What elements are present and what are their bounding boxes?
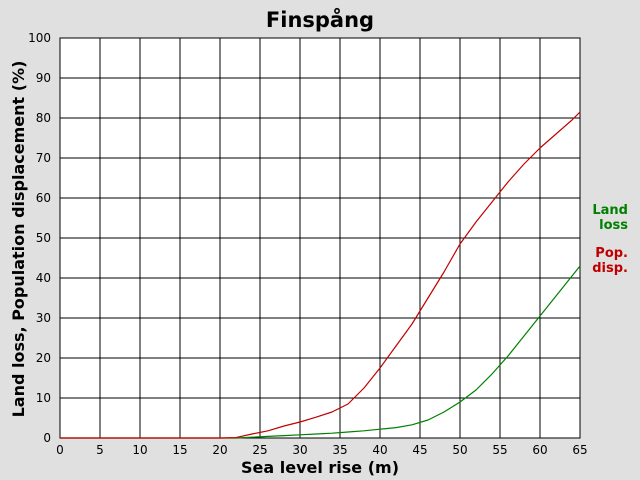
legend-label-land-loss: loss bbox=[599, 218, 628, 233]
legend-label-pop-disp: disp. bbox=[592, 261, 628, 276]
x-tick-label: 30 bbox=[292, 443, 307, 457]
y-tick-label: 70 bbox=[36, 151, 51, 165]
y-tick-label: 90 bbox=[36, 71, 51, 85]
y-tick-label: 0 bbox=[43, 431, 51, 445]
y-tick-label: 60 bbox=[36, 191, 51, 205]
y-tick-label: 40 bbox=[36, 271, 51, 285]
x-tick-label: 50 bbox=[452, 443, 467, 457]
y-axis-ticks: 0 10 20 30 40 50 60 70 80 90 100 bbox=[28, 31, 51, 445]
series-lines bbox=[60, 111, 581, 439]
x-tick-label: 10 bbox=[132, 443, 147, 457]
y-tick-label: 100 bbox=[28, 31, 51, 45]
plot-border bbox=[59, 37, 581, 439]
x-tick-label: 55 bbox=[492, 443, 507, 457]
x-tick-label: 25 bbox=[252, 443, 267, 457]
x-tick-label: 35 bbox=[332, 443, 347, 457]
legend-label-pop-disp: Pop. bbox=[595, 246, 628, 261]
y-tick-label: 30 bbox=[36, 311, 51, 325]
y-tick-label: 80 bbox=[36, 111, 51, 125]
x-tick-label: 40 bbox=[372, 443, 387, 457]
y-axis-label: Land loss, Population displacement (%) bbox=[9, 61, 28, 418]
legend-label-land-loss: Land bbox=[592, 203, 628, 218]
x-tick-label: 5 bbox=[96, 443, 104, 457]
x-axis-ticks: 0 5 10 15 20 25 30 35 40 45 50 55 60 65 bbox=[56, 443, 587, 457]
x-tick-label: 45 bbox=[412, 443, 427, 457]
y-tick-label: 10 bbox=[36, 391, 51, 405]
plot-area bbox=[59, 37, 581, 439]
x-tick-label: 65 bbox=[572, 443, 587, 457]
y-tick-label: 20 bbox=[36, 351, 51, 365]
series-line-pop-disp bbox=[60, 111, 581, 439]
x-tick-label: 15 bbox=[172, 443, 187, 457]
x-axis-label: Sea level rise (m) bbox=[241, 458, 399, 477]
x-tick-label: 0 bbox=[56, 443, 64, 457]
x-tick-label: 20 bbox=[212, 443, 227, 457]
chart-title: Finspång bbox=[266, 7, 374, 32]
series-line-land-loss bbox=[60, 265, 581, 439]
y-tick-label: 50 bbox=[36, 231, 51, 245]
x-tick-label: 60 bbox=[532, 443, 547, 457]
